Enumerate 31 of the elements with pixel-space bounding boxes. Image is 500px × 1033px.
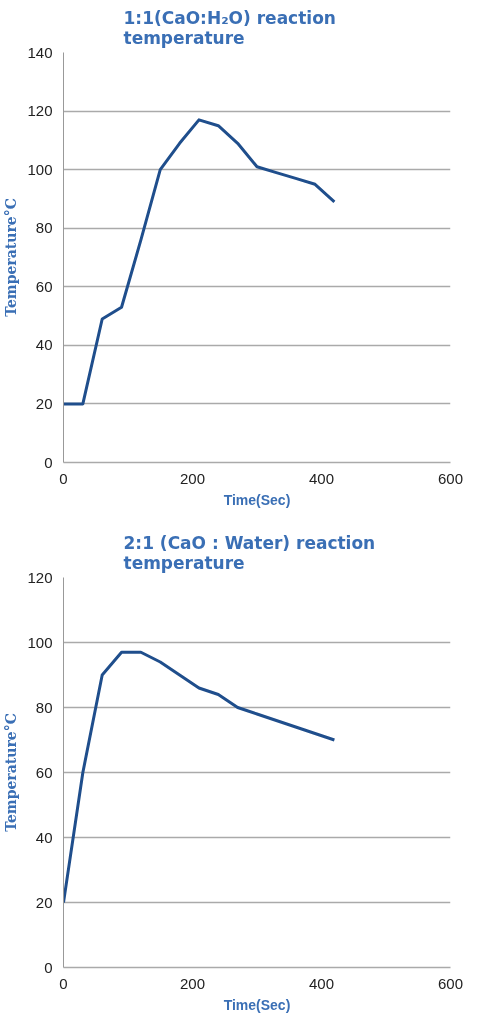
line-series (63, 650, 336, 904)
x-axis-title: Time(Sec) (223, 491, 291, 508)
x-tick-label: 200 (179, 974, 206, 992)
x-tick-label: 400 (308, 974, 335, 992)
x-tick-label: 200 (179, 469, 206, 487)
chart-title: 1:1(CaO:H₂O) reaction temperature (123, 7, 336, 48)
y-tick-label: 60 (35, 277, 53, 295)
y-tick-label: 80 (35, 698, 53, 716)
chart-title: 2:1 (CaO : Water) reaction temperature (123, 532, 376, 573)
y-tick-label: 80 (35, 219, 53, 237)
x-tick-label: 600 (437, 469, 464, 487)
x-tick-label: 600 (437, 974, 464, 992)
y-tick-label: 0 (44, 453, 53, 471)
y-tick-label: 120 (27, 102, 53, 120)
y-tick-label: 140 (27, 43, 53, 61)
x-tick-label: 0 (59, 974, 68, 992)
y-axis-title: Temperature°C (3, 198, 20, 317)
x-axis-title: Time(Sec) (223, 996, 291, 1013)
y-tick-label: 120 (27, 568, 53, 586)
y-tick-label: 60 (35, 763, 53, 781)
y-tick-label: 0 (44, 958, 53, 976)
x-tick-label: 400 (308, 469, 335, 487)
line-series (63, 118, 336, 406)
y-tick-label: 20 (35, 893, 53, 911)
y-tick-label: 100 (27, 633, 53, 651)
x-tick-label: 0 (59, 469, 68, 487)
y-axis-title: Temperature°C (3, 713, 20, 832)
y-tick-label: 40 (35, 828, 53, 846)
y-tick-label: 40 (35, 336, 53, 354)
y-tick-label: 100 (27, 160, 53, 178)
y-tick-label: 20 (35, 394, 53, 412)
